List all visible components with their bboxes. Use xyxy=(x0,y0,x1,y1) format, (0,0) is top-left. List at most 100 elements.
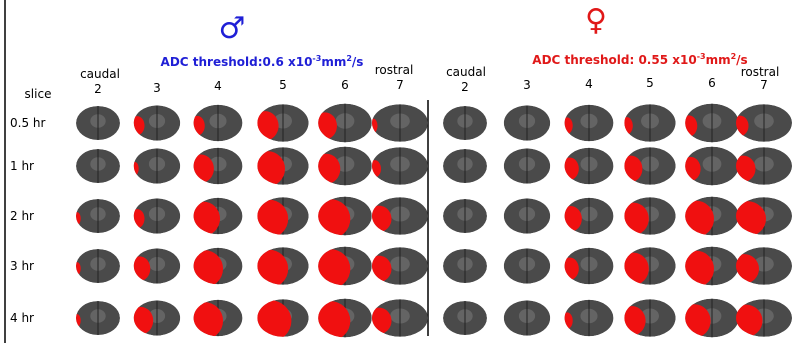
lesion xyxy=(128,307,153,334)
slice-number: 2 xyxy=(94,82,102,96)
brain-slice xyxy=(190,105,243,141)
brain-slice xyxy=(369,147,428,185)
brain-slice xyxy=(730,247,792,285)
lesion xyxy=(250,250,289,288)
brain-slice xyxy=(76,149,120,183)
brain-slice xyxy=(367,197,429,235)
lesion xyxy=(560,257,579,280)
brain-slice xyxy=(310,247,372,289)
lesion xyxy=(73,212,80,225)
brain-slice xyxy=(561,105,613,141)
lesion xyxy=(250,151,285,186)
lesion xyxy=(679,304,711,337)
brain-slice xyxy=(504,248,550,283)
brain-slice xyxy=(560,148,613,184)
slice-label: slice xyxy=(25,87,52,101)
sex-symbol: ♂ xyxy=(219,11,246,46)
threshold-part: mm xyxy=(321,55,346,69)
brain-slice xyxy=(367,299,429,337)
lesion xyxy=(310,249,350,289)
threshold-part: -3 xyxy=(697,52,706,61)
brain-slice xyxy=(130,105,180,140)
brain-slice xyxy=(621,104,675,142)
brain-slice xyxy=(367,247,429,285)
brain-slice xyxy=(619,299,676,337)
brain-slice xyxy=(618,247,676,285)
brain-slice xyxy=(369,104,428,142)
time-label: 2 hr xyxy=(10,209,34,223)
lesion xyxy=(681,115,697,136)
lesion xyxy=(73,262,80,275)
brain-slice xyxy=(618,197,676,235)
caudal-label: caudal xyxy=(446,65,486,79)
lesion xyxy=(313,112,337,139)
brain-slice xyxy=(312,147,372,186)
brain-slice xyxy=(679,299,739,338)
slice-number: 7 xyxy=(760,78,768,92)
lesion xyxy=(188,155,214,183)
brain-slice xyxy=(443,301,487,335)
lesion xyxy=(618,253,649,285)
lesion xyxy=(681,157,701,181)
brain-slice xyxy=(129,248,180,283)
lesion xyxy=(618,203,649,235)
lesion xyxy=(561,312,572,329)
slice-number: 5 xyxy=(279,78,287,92)
brain-slice xyxy=(250,247,309,288)
brain-slice xyxy=(443,199,487,233)
brain-slice xyxy=(128,300,180,335)
brain-slice xyxy=(681,104,739,143)
lesion xyxy=(310,199,350,239)
threshold-part: ADC threshold: 0.55 x10 xyxy=(532,53,696,67)
time-label: 4 hr xyxy=(10,311,34,325)
lesion xyxy=(621,117,633,134)
lesion xyxy=(619,156,642,182)
rostral-label: rostral xyxy=(741,65,780,79)
brain-slice xyxy=(73,249,120,283)
lesion xyxy=(560,157,579,180)
brain-slice xyxy=(130,198,180,233)
lesion xyxy=(252,111,279,140)
brain-slice xyxy=(678,197,739,238)
brain-slice xyxy=(678,247,739,288)
brain-slice xyxy=(504,148,550,183)
lesion xyxy=(187,202,220,236)
lesion xyxy=(129,256,150,281)
slice-number: 7 xyxy=(396,78,404,92)
brain-slice xyxy=(131,148,180,183)
brain-slice xyxy=(731,147,793,185)
slice-number: 6 xyxy=(341,78,349,92)
brain-slice xyxy=(76,106,120,140)
threshold-part: ADC threshold:0.6 x10 xyxy=(161,55,313,69)
lesion xyxy=(73,314,80,327)
brain-slice xyxy=(732,104,792,142)
brain-slice xyxy=(249,299,309,341)
threshold-part: /s xyxy=(352,55,364,69)
time-label: 0.5 hr xyxy=(10,116,46,130)
lesion xyxy=(312,154,340,184)
brain-slice xyxy=(443,106,487,140)
lesion xyxy=(619,306,646,335)
brain-slice xyxy=(504,105,550,140)
lesion xyxy=(186,250,223,287)
slice-number: 4 xyxy=(585,77,593,91)
lesion xyxy=(678,251,714,287)
threshold-label: ADC threshold: 0.55 x10-3mm2/s xyxy=(532,52,747,67)
brain-slice xyxy=(681,147,739,186)
lesion xyxy=(186,302,223,339)
rostral-label: rostral xyxy=(375,63,414,77)
slice-number: 6 xyxy=(708,76,716,90)
lesion xyxy=(130,116,144,135)
lesion xyxy=(310,301,350,341)
threshold-part: -3 xyxy=(312,54,321,63)
lesion xyxy=(560,206,582,231)
brain-slice xyxy=(252,104,309,142)
lesion xyxy=(678,201,714,237)
brain-slice xyxy=(560,198,614,234)
brain-slice xyxy=(443,249,487,283)
brain-slice xyxy=(250,147,308,186)
brain-slice xyxy=(73,199,120,233)
brain-slice xyxy=(443,149,487,183)
brain-slice xyxy=(188,148,242,184)
time-label: 1 hr xyxy=(10,159,34,173)
